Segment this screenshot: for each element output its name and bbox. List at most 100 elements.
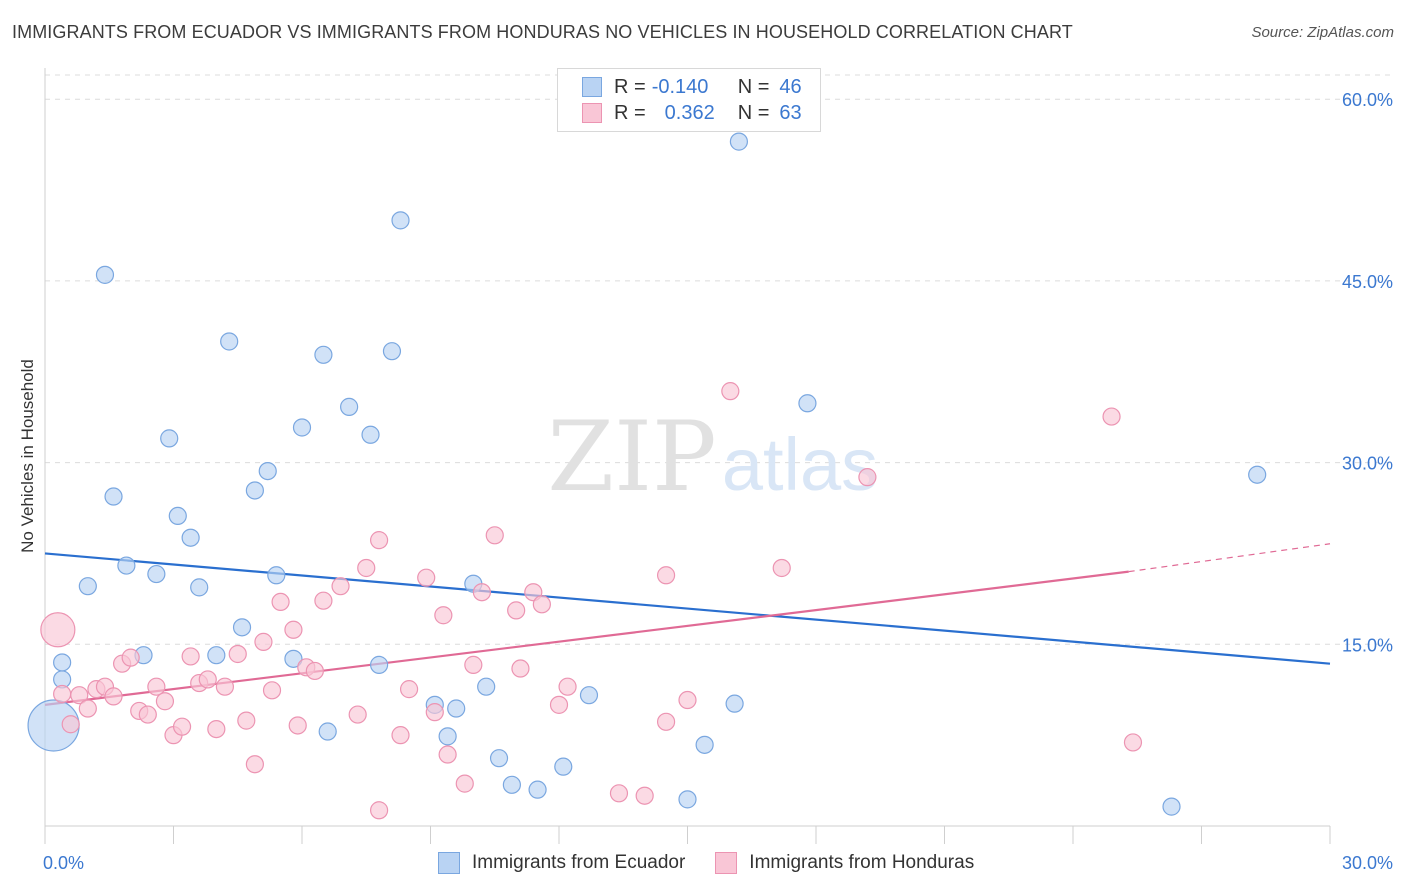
- ecuador-point: [190, 578, 209, 597]
- honduras-point: [472, 583, 491, 602]
- honduras-point: [721, 382, 740, 401]
- ecuador-point: [695, 735, 714, 754]
- honduras-point: [549, 695, 569, 714]
- honduras-point: [678, 690, 697, 710]
- honduras-point: [172, 717, 192, 736]
- honduras-point: [399, 680, 419, 699]
- honduras-point: [1123, 733, 1143, 752]
- honduras-point: [305, 661, 324, 681]
- ecuador-point: [477, 677, 496, 696]
- honduras-point: [635, 786, 654, 805]
- ecuador-point: [1248, 465, 1267, 484]
- ecuador-point: [78, 577, 97, 596]
- gridlines: [45, 74, 1395, 645]
- ecuador-point: [220, 332, 239, 351]
- ecuador-point: [207, 646, 226, 665]
- honduras-point: [271, 592, 290, 612]
- ecuador-point: [284, 649, 303, 668]
- ecuador-point: [528, 780, 547, 799]
- ecuador-point: [104, 487, 123, 506]
- n-value-honduras: 63: [779, 101, 802, 124]
- legend-label-honduras: Immigrants from Honduras: [749, 852, 975, 873]
- ecuador-point: [53, 653, 72, 672]
- ecuador-point: [160, 429, 179, 448]
- honduras-point: [245, 755, 264, 774]
- ecuador-point: [370, 655, 389, 674]
- r-value-ecuador: -0.140: [651, 75, 709, 98]
- y-tick-label: 30.0%: [1342, 454, 1393, 474]
- ecuador-point: [147, 564, 166, 584]
- watermark: ZIP atlas: [547, 401, 878, 513]
- honduras-point: [121, 648, 140, 667]
- honduras-point: [417, 568, 436, 587]
- data-points: [27, 132, 1267, 820]
- honduras-point: [284, 620, 303, 639]
- honduras-point: [357, 558, 376, 578]
- legend-item-ecuador[interactable]: Immigrants from Ecuador: [438, 852, 685, 874]
- honduras-point: [425, 703, 444, 722]
- ecuador-point: [232, 618, 252, 637]
- ecuador-point: [181, 528, 200, 547]
- honduras-point: [40, 612, 76, 648]
- ecuador-point: [314, 345, 333, 364]
- ecuador-point: [1162, 797, 1181, 816]
- honduras-point: [858, 468, 877, 487]
- honduras-point: [656, 712, 676, 731]
- ecuador-point: [340, 397, 359, 416]
- honduras-point: [262, 681, 282, 700]
- honduras-point: [138, 705, 157, 724]
- axes: [44, 68, 1331, 844]
- ecuador-point: [502, 775, 521, 794]
- ecuador-point: [678, 790, 697, 809]
- honduras-point: [288, 716, 307, 735]
- ecuador-point: [382, 342, 402, 361]
- ecuador-point: [95, 265, 115, 284]
- series-legend: Immigrants from Ecuador Immigrants from …: [438, 852, 1004, 874]
- honduras-point: [314, 591, 333, 610]
- honduras-point: [61, 715, 80, 734]
- n-label: N =: [737, 75, 770, 98]
- ecuador-point: [361, 425, 380, 444]
- honduras-point: [1102, 407, 1121, 426]
- r-label: R =: [614, 101, 646, 124]
- honduras-point: [370, 531, 389, 550]
- y-tick-label: 15.0%: [1342, 635, 1393, 655]
- ecuador-point: [391, 211, 410, 230]
- honduras-point: [348, 705, 367, 724]
- ecuador-point: [798, 394, 817, 413]
- honduras-point: [609, 784, 629, 803]
- honduras-trend-extension: [1128, 543, 1331, 573]
- honduras-point: [70, 686, 89, 705]
- legend-label-ecuador: Immigrants from Ecuador: [472, 852, 686, 873]
- ecuador-swatch: [438, 852, 460, 874]
- honduras-swatch: [715, 852, 738, 874]
- ecuador-point: [245, 481, 264, 500]
- tick-labels: 15.0% 30.0% 45.0% 60.0% 0.0% 30.0%: [43, 90, 1393, 873]
- honduras-point: [78, 699, 97, 718]
- honduras-point: [254, 632, 273, 651]
- r-label: R =: [614, 75, 646, 98]
- ecuador-point: [318, 722, 337, 741]
- chart-title: IMMIGRANTS FROM ECUADOR VS IMMIGRANTS FR…: [12, 22, 1073, 42]
- x-tick-label: 0.0%: [43, 853, 84, 873]
- honduras-point: [434, 606, 453, 625]
- honduras-point: [438, 745, 457, 764]
- honduras-point: [198, 670, 217, 689]
- honduras-point: [331, 577, 350, 596]
- ecuador-point: [725, 694, 744, 713]
- honduras-point: [181, 647, 200, 666]
- honduras-swatch: [582, 103, 602, 123]
- y-tick-label: 60.0%: [1342, 90, 1393, 110]
- correlation-legend: R = -0.140 N = 46 R = 0.362 N = 63: [557, 68, 821, 132]
- honduras-point: [391, 726, 410, 745]
- honduras-point: [370, 801, 389, 820]
- honduras-point: [215, 677, 234, 696]
- honduras-point: [485, 526, 504, 545]
- watermark-zip: ZIP: [547, 401, 716, 513]
- honduras-point: [237, 711, 256, 730]
- honduras-point: [464, 655, 483, 674]
- ecuador-point: [438, 727, 457, 746]
- n-value-ecuador: 46: [779, 75, 802, 98]
- legend-item-honduras[interactable]: Immigrants from Honduras: [715, 852, 974, 874]
- ecuador-swatch: [582, 77, 602, 97]
